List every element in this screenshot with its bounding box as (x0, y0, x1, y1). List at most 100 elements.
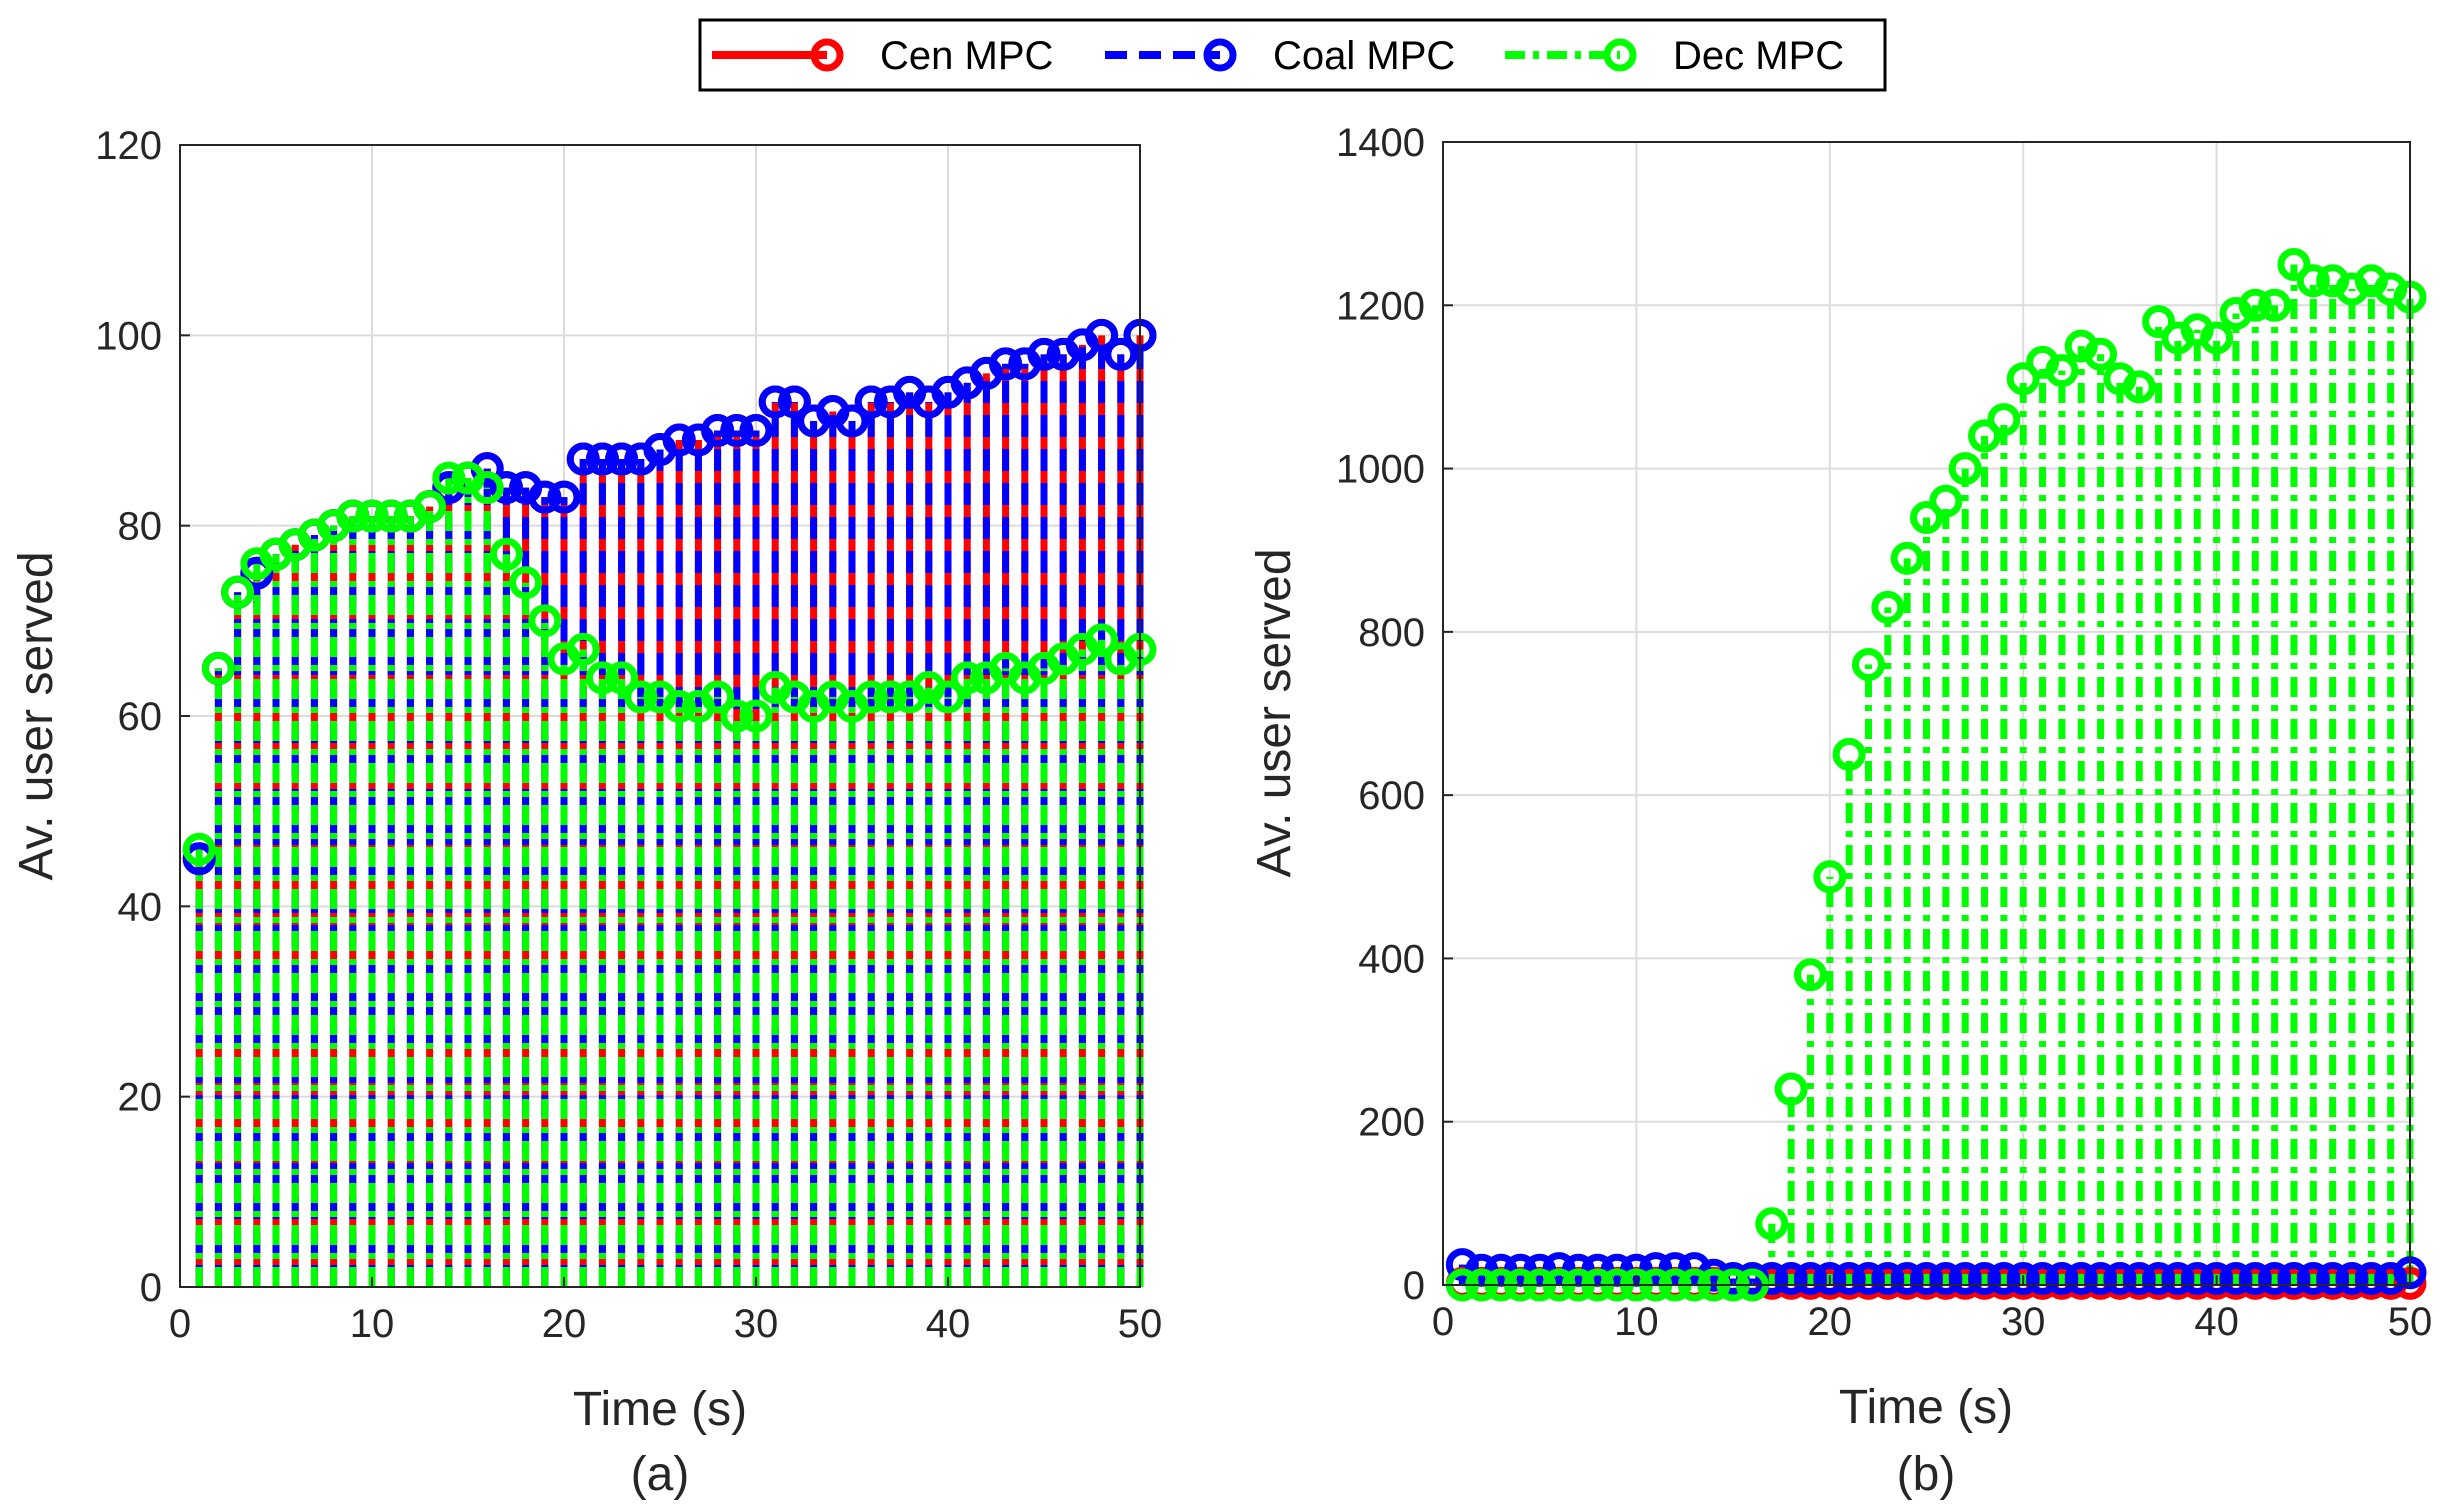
panel-a-marker-dec-mpc-29 (720, 699, 754, 733)
panel-b-marker-coal-mpc-29 (1987, 1261, 2021, 1295)
panel-b-marker-dec-mpc-36 (2122, 370, 2156, 404)
panel-b-marker-dec-mpc-40 (2200, 321, 2234, 355)
panel-a-marker-dec-mpc-30 (739, 699, 773, 733)
panel-b-marker-coal-mpc-47 (2335, 1261, 2369, 1295)
panel-a-marker-coal-mpc-22 (585, 442, 619, 476)
panel-b-xtick-label-40: 40 (2194, 1300, 2239, 1344)
panel-b-marker-coal-mpc-46 (2316, 1261, 2350, 1295)
panel-b-marker-coal-mpc-19 (1793, 1261, 1827, 1295)
panel-b-marker-coal-mpc-49 (2374, 1261, 2408, 1295)
panel-a-ytick-label-40: 40 (118, 885, 163, 929)
panel-b-marker-dec-mpc-22 (1851, 648, 1885, 682)
panel-a-marker-dec-mpc-2 (201, 651, 235, 685)
panel-a-marker-dec-mpc-28 (701, 680, 735, 714)
panel-b-ytick-label-1200: 1200 (1336, 284, 1425, 328)
panel-a-marker-dec-mpc-37 (873, 680, 907, 714)
panel-a-marker-dec-mpc-23 (605, 661, 639, 695)
panel-b-marker-dec-mpc-29 (1987, 403, 2021, 437)
panel-b-marker-coal-mpc-24 (1890, 1261, 1924, 1295)
panel-b-marker-coal-mpc-48 (2354, 1261, 2388, 1295)
panel-b-marker-dec-mpc-34 (2084, 337, 2118, 371)
panel-b-marker-dec-mpc-20 (1813, 860, 1847, 894)
panel-a: 0 10 20 30 40 50 0 20 40 60 80 100 120 Time (s) Av. … (10, 124, 1162, 1501)
panel-b-markers (1445, 247, 2427, 1302)
panel-b-ytick-label-0: 0 (1403, 1264, 1425, 1308)
panel-a-xtick-label-20: 20 (542, 1302, 587, 1346)
panel-b-xlabel: Time (s) (1839, 1381, 2013, 1434)
panel-a-marker-dec-mpc-3 (221, 575, 255, 609)
panel-b-marker-coal-mpc-41 (2219, 1261, 2253, 1295)
panel-a-marker-coal-mpc-23 (605, 442, 639, 476)
panel-a-marker-dec-mpc-26 (662, 689, 696, 723)
panel-b-background (1443, 142, 2410, 1285)
legend-marker-coal-mpc (1203, 38, 1237, 72)
panel-b-caption: (b) (1897, 1448, 1956, 1501)
panel-a-marker-coal-mpc-45 (1027, 337, 1061, 371)
panel-a-marker-dec-mpc-14 (432, 461, 466, 495)
panel-b-marker-dec-mpc-24 (1890, 541, 1924, 575)
panel-b-marker-coal-mpc-33 (2064, 1261, 2098, 1295)
panel-a-marker-dec-mpc-19 (528, 604, 562, 638)
panel-b-ytick-label-200: 200 (1358, 1101, 1425, 1145)
legend-marker-dec-mpc (1603, 38, 1637, 72)
legend-marker-cen-mpc (810, 38, 844, 72)
panel-b-marker-dec-mpc-30 (2006, 362, 2040, 396)
panel-b-marker-dec-mpc-44 (2277, 247, 2311, 281)
panel-a-marker-coal-mpc-31 (758, 385, 792, 419)
panel-a-marker-coal-mpc-36 (854, 385, 888, 419)
panel-b-marker-coal-mpc-21 (1832, 1261, 1866, 1295)
panel-a-marker-dec-mpc-48 (1085, 623, 1119, 657)
panel-a-marker-dec-mpc-13 (413, 490, 447, 524)
panel-b-marker-dec-mpc-28 (1968, 419, 2002, 453)
panel-b-marker-dec-mpc-17 (1755, 1207, 1789, 1241)
panel-b-marker-coal-mpc-25 (1910, 1261, 1943, 1295)
panel-b-marker-coal-mpc-44 (2277, 1261, 2311, 1295)
panel-b-marker-coal-mpc-34 (2084, 1261, 2118, 1295)
legend-box (698, 18, 1887, 92)
panel-b-marker-dec-mpc-27 (1948, 452, 1982, 486)
panel-b-marker-coal-mpc-26 (1929, 1261, 1963, 1295)
panel-b-ytick-label-800: 800 (1358, 611, 1425, 655)
panel-b-xtick-label-30: 30 (2001, 1300, 2046, 1344)
panel-b-frame (1442, 141, 2411, 1286)
panel-a-marker-dec-mpc-24 (624, 680, 658, 714)
panel-a-ytick-label-60: 60 (118, 695, 163, 739)
panel-b-marker-coal-mpc-43 (2258, 1261, 2292, 1295)
panel-b-marker-coal-mpc-27 (1948, 1261, 1982, 1295)
panel-b-marker-coal-mpc-39 (2180, 1261, 2214, 1295)
panel-b-ylabel: Av. user served (1248, 548, 1301, 877)
panel-b-marker-dec-mpc-18 (1774, 1072, 1808, 1106)
panel-a-marker-coal-mpc-28 (701, 414, 735, 447)
panel-b-marker-coal-mpc-38 (2161, 1261, 2195, 1295)
panel-a-ytick-label-0: 0 (140, 1266, 162, 1310)
panel-b-marker-coal-mpc-31 (2026, 1261, 2060, 1295)
panel-b: 0 10 20 30 40 50 0 200 400 600 800 1000 1200 1400 Tim… (1248, 121, 2432, 1501)
panel-a-ytick-label-80: 80 (118, 505, 163, 549)
panel-a-marker-dec-mpc-22 (585, 661, 619, 695)
legend-items: Cen MPC Coal MPC Dec MPC (712, 34, 1844, 78)
panel-a-marker-dec-mpc-17 (489, 537, 523, 571)
panel-b-ytick-label-400: 400 (1358, 937, 1425, 981)
panel-a-xlabel: Time (s) (573, 1383, 747, 1436)
panel-b-marker-coal-mpc-40 (2200, 1261, 2234, 1295)
legend-label-cen-mpc: Cen MPC (880, 34, 1053, 78)
panel-b-marker-coal-mpc-42 (2238, 1261, 2272, 1295)
panel-a-xtick-label-50: 50 (1118, 1302, 1163, 1346)
legend-label-dec-mpc: Dec MPC (1673, 34, 1844, 78)
panel-a-xtick-label-40: 40 (926, 1302, 971, 1346)
panel-b-marker-coal-mpc-28 (1968, 1261, 2002, 1295)
panel-b-marker-coal-mpc-30 (2006, 1261, 2040, 1295)
panel-b-marker-dec-mpc-25 (1910, 501, 1943, 535)
panel-b-marker-coal-mpc-20 (1813, 1261, 1847, 1295)
panel-b-marker-coal-mpc-13 (1677, 1252, 1711, 1286)
panel-a-marker-dec-mpc-40 (931, 680, 965, 714)
panel-b-marker-dec-mpc-19 (1793, 958, 1827, 992)
panel-a-marker-coal-mpc-49 (1104, 337, 1138, 371)
panel-b-marker-dec-mpc-37 (2142, 305, 2176, 339)
panel-a-xtick-label-30: 30 (734, 1302, 779, 1346)
panel-a-marker-dec-mpc-9 (336, 499, 370, 533)
legend: Cen MPC Coal MPC Dec MPC (698, 18, 1887, 92)
panel-a-marker-coal-mpc-48 (1085, 318, 1119, 352)
panel-b-marker-coal-mpc-18 (1774, 1261, 1808, 1295)
